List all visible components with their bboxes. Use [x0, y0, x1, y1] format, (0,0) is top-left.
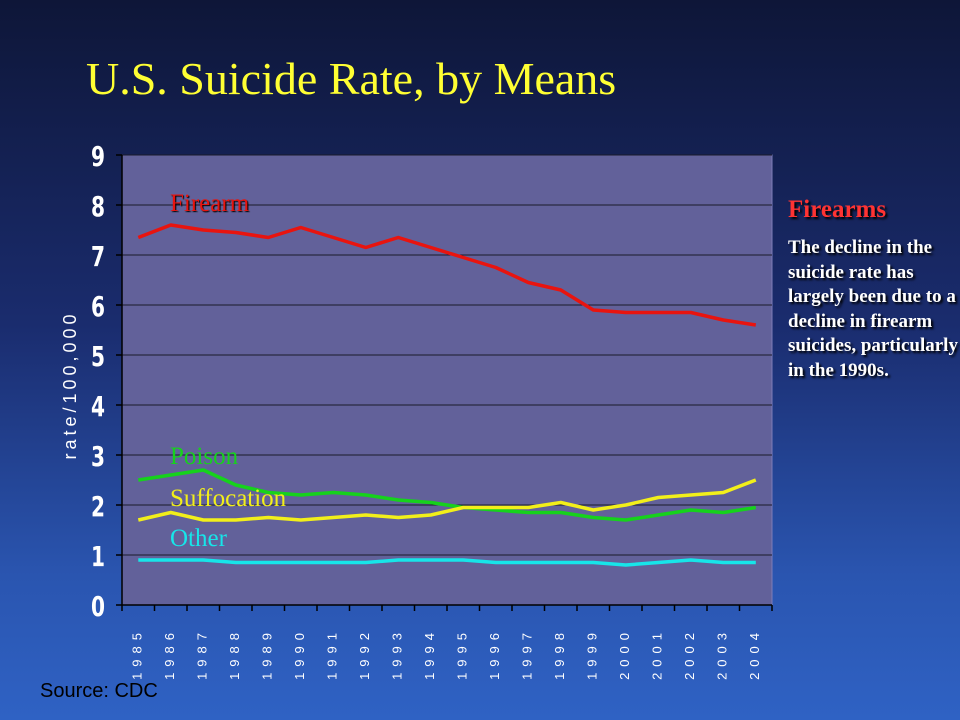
y-tick-labels: 0 1 2 3 4 5 6 7 8 9 — [91, 140, 105, 623]
y-tick-label: 2 — [91, 490, 105, 523]
y-tick-label: 4 — [91, 390, 105, 423]
series-line-other — [138, 558, 756, 567]
plot-area — [121, 154, 773, 606]
x-tick-label: 2003 — [715, 627, 730, 680]
series-lines — [137, 223, 757, 567]
x-tick-label: 1998 — [552, 627, 567, 680]
slide-title: U.S. Suicide Rate, by Means — [86, 53, 617, 104]
x-tick-label: 1996 — [487, 627, 502, 680]
y-tick-label: 1 — [91, 540, 105, 573]
x-tick-label: 1993 — [390, 627, 405, 680]
x-tick-label: 1995 — [455, 627, 470, 680]
x-tick-label: 1997 — [520, 627, 535, 680]
side-panel: Firearms The decline in the suicide rate… — [788, 196, 958, 383]
x-tick-labels: 1985 1986 1987 1988 1989 1990 1991 1992 1993 1994… — [130, 627, 763, 680]
y-tick-label: 7 — [91, 240, 105, 273]
gridlines — [122, 154, 772, 556]
series-label-firearm: Firearm — [170, 190, 250, 217]
x-tick-label: 1989 — [260, 627, 275, 680]
x-tick-label: 1994 — [422, 627, 437, 680]
series-line-suffocation — [137, 478, 757, 522]
x-tick-label: 2002 — [682, 627, 697, 680]
x-tick-label: 1988 — [227, 627, 242, 680]
x-tick-label: 1991 — [325, 627, 340, 680]
y-tick-label: 3 — [91, 440, 105, 473]
series-line-firearm — [137, 223, 757, 327]
panel-text: The decline in the suicide rate has larg… — [788, 237, 958, 381]
y-tick-label: 6 — [91, 290, 105, 323]
x-tick-label: 2004 — [747, 627, 762, 680]
x-tick-label: 1999 — [585, 627, 600, 680]
x-tick-label: 2001 — [650, 627, 665, 680]
x-tick-label: 1985 — [130, 627, 145, 680]
y-tick-label: 8 — [91, 190, 105, 223]
x-tick-label: 1990 — [292, 627, 307, 680]
y-tick-label: 0 — [91, 590, 105, 623]
y-axis-label: rate/100,000 — [60, 310, 80, 459]
x-tick-label: 2000 — [617, 627, 632, 680]
panel-heading: Firearms — [788, 196, 887, 223]
series-label-poison: Poison — [170, 443, 239, 470]
x-tick-label: 1987 — [195, 627, 210, 680]
y-tick-label: 5 — [91, 340, 105, 373]
series-labels: Firearm Poison Suffocation Other — [170, 190, 287, 552]
series-line-poison — [138, 468, 757, 522]
x-tick-label: 1992 — [357, 627, 372, 680]
y-tick-label: 9 — [91, 140, 105, 173]
series-label-other: Other — [170, 525, 228, 552]
axes — [116, 154, 773, 611]
source-note: Source: CDC — [40, 680, 158, 702]
x-tick-label: 1986 — [162, 627, 177, 680]
series-label-suffocation: Suffocation — [170, 485, 287, 512]
